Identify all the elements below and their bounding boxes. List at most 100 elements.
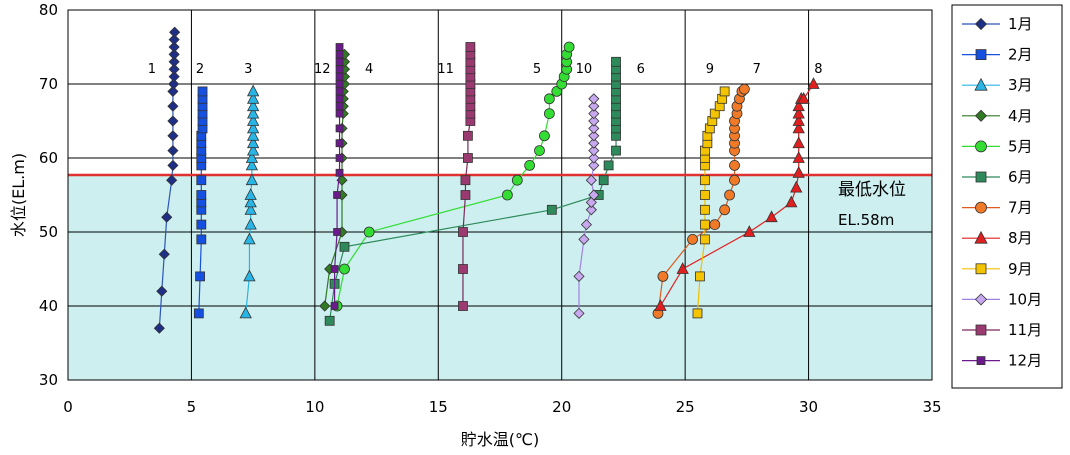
data-point (458, 264, 468, 274)
data-point (807, 77, 820, 89)
data-point (167, 85, 179, 97)
series-11 (458, 42, 476, 311)
data-point (465, 42, 476, 52)
data-point (168, 78, 180, 90)
data-point (168, 71, 180, 83)
legend-marker (974, 17, 988, 31)
x-tick-label: 25 (676, 398, 695, 416)
series-1 (153, 26, 181, 334)
data-point (168, 48, 180, 60)
data-point (676, 262, 689, 274)
data-point (168, 34, 180, 46)
data-point (245, 158, 259, 171)
min-level-label: 最低水位 (838, 180, 906, 200)
legend-item-2: 2月 (962, 46, 1033, 64)
data-point (458, 227, 468, 237)
series-tag: 10 (576, 62, 593, 77)
data-point (244, 188, 257, 200)
series-tags: 1 2 3 12 4 11 5 10 6 9 7 8 (148, 62, 823, 77)
legend-item-6: 6月 (962, 168, 1033, 186)
data-point (319, 300, 331, 312)
x-tick-label: 20 (552, 398, 571, 416)
data-point (335, 50, 344, 59)
data-point (335, 154, 344, 162)
data-point (588, 93, 600, 105)
legend-label: 9月 (1008, 260, 1033, 278)
x-tick-label: 35 (922, 398, 941, 416)
x-axis-title: 貯水温(℃) (461, 430, 539, 449)
data-point (196, 175, 207, 186)
legend-label: 3月 (1008, 76, 1033, 94)
data-point (245, 173, 259, 186)
legend: 1月 2月 3月 4月 5月 6月 7月 8月 9月 10月 11月 12月 (951, 4, 1063, 389)
data-point (244, 217, 257, 230)
data-point (167, 115, 179, 127)
series-tag: 4 (365, 62, 373, 77)
data-point (246, 114, 260, 126)
data-point (335, 87, 344, 96)
data-point (551, 86, 563, 97)
data-point (511, 174, 523, 186)
data-point (330, 302, 339, 310)
legend-marker (976, 356, 986, 366)
data-point (588, 100, 600, 112)
data-point (335, 124, 344, 133)
data-point (167, 100, 179, 112)
series-tag: 3 (244, 62, 252, 77)
data-point (335, 94, 344, 103)
data-point (335, 72, 344, 81)
data-point (335, 57, 344, 66)
data-point (792, 106, 805, 119)
data-point (790, 180, 803, 193)
data-point (588, 122, 600, 134)
data-point (585, 174, 597, 186)
data-point (193, 308, 204, 319)
legend-marker (975, 49, 987, 60)
series-8 (654, 77, 820, 311)
data-point (539, 130, 550, 142)
below-min-level-band (68, 175, 932, 380)
data-point (196, 190, 207, 200)
data-point (719, 204, 731, 216)
data-point (244, 195, 257, 208)
legend-label: 1月 (1008, 15, 1033, 33)
data-point (196, 234, 207, 245)
legend-item-12: 12月 (962, 352, 1042, 370)
data-point (196, 219, 207, 230)
data-point (797, 91, 810, 104)
data-point (245, 151, 259, 163)
plot-frame (67, 9, 933, 381)
series-tag: 12 (314, 62, 331, 77)
legend-marker (974, 293, 988, 306)
data-point (166, 174, 178, 186)
series-3 (239, 84, 260, 319)
series-2 (193, 86, 208, 319)
data-point (573, 270, 585, 282)
min-level-elevation: EL.58m (838, 211, 894, 229)
data-point (792, 99, 805, 112)
legend-label: 10月 (1008, 290, 1042, 308)
data-point (167, 159, 179, 171)
data-point (246, 121, 260, 134)
data-point (709, 219, 721, 231)
data-point (246, 99, 260, 112)
data-point (335, 43, 344, 51)
data-point (588, 108, 600, 120)
data-point (785, 195, 798, 208)
data-point (246, 136, 260, 149)
legend-item-4: 4月 (962, 107, 1033, 125)
min-water-level: 最低水位 EL.58m (68, 173, 932, 229)
data-point (534, 145, 545, 157)
series-10 (573, 93, 600, 319)
data-point (324, 315, 335, 326)
series-tag: 2 (196, 62, 204, 77)
data-point (585, 204, 597, 216)
legend-marker (975, 171, 987, 183)
data-point (657, 270, 669, 282)
data-point (195, 271, 205, 282)
data-point (699, 175, 710, 186)
data-point (724, 189, 735, 201)
data-point (598, 175, 609, 186)
legend-item-7: 7月 (962, 199, 1033, 217)
data-point (588, 130, 600, 142)
